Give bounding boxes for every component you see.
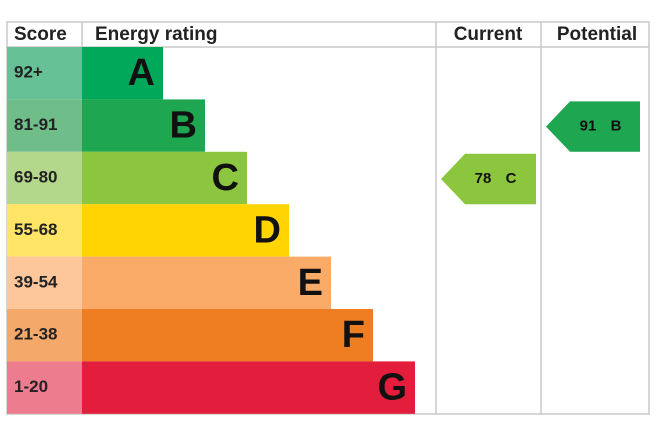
score-cell — [7, 361, 82, 414]
band-letter: F — [342, 314, 365, 356]
score-cell — [7, 204, 82, 257]
band-letter: D — [254, 209, 281, 251]
band-letter: A — [128, 52, 155, 94]
rating-bar — [82, 151, 247, 205]
rating-bar — [82, 361, 415, 414]
potential-arrow — [546, 101, 640, 152]
score-cell — [7, 47, 82, 100]
potential-score: 91 — [580, 118, 597, 135]
rating-bar — [82, 47, 163, 100]
score-cell — [7, 309, 82, 362]
band-score: 69-80 — [14, 167, 57, 186]
header-score: Score — [14, 24, 67, 45]
score-cell — [7, 256, 82, 309]
band-score: 55-68 — [14, 220, 57, 239]
band-score: 39-54 — [14, 272, 58, 291]
rating-bar — [82, 309, 373, 362]
band-letter: E — [298, 262, 323, 304]
header-potential: Potential — [557, 24, 637, 45]
potential-letter: B — [611, 118, 622, 135]
band-score: 1-20 — [14, 377, 48, 396]
band-score: 81-91 — [14, 115, 57, 134]
band-score: 92+ — [14, 63, 43, 82]
band-letter: C — [212, 157, 239, 199]
current-letter: C — [506, 170, 517, 187]
rating-bar — [82, 99, 205, 152]
band-letter: G — [377, 367, 407, 409]
current-score: 78 — [475, 170, 492, 187]
rating-bar — [82, 256, 331, 309]
header-current: Current — [454, 24, 523, 45]
band-letter: B — [170, 105, 197, 147]
score-cell — [7, 99, 82, 152]
current-arrow — [441, 153, 536, 205]
rating-bar — [82, 204, 289, 257]
header-rating: Energy rating — [95, 24, 217, 45]
score-cell — [7, 151, 82, 205]
band-score: 21-38 — [14, 325, 57, 344]
